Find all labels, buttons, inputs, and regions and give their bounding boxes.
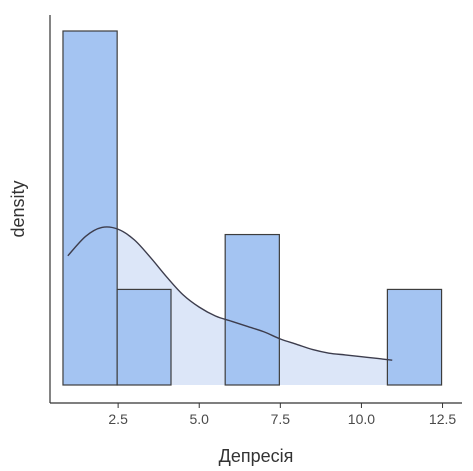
x-axis-ticks: 2.5 5.0 7.5 10.0 12.5	[108, 403, 456, 427]
x-tick-label: 5.0	[189, 411, 209, 427]
histogram-bars	[62, 30, 443, 386]
histogram-bar-7	[386, 288, 443, 386]
x-tick-label: 10.0	[348, 411, 375, 427]
histogram-bar-2	[116, 288, 172, 386]
x-axis-title: Депресія	[219, 446, 294, 466]
y-axis-title: density	[8, 180, 28, 237]
histogram-bar-1	[62, 30, 118, 386]
density-line-layer	[67, 226, 393, 361]
density-curve	[67, 226, 393, 361]
x-tick-label: 7.5	[271, 411, 291, 427]
axes	[49, 15, 462, 404]
x-tick-label: 2.5	[108, 411, 128, 427]
histogram-bar-4	[224, 233, 280, 386]
x-tick-label: 12.5	[429, 411, 456, 427]
